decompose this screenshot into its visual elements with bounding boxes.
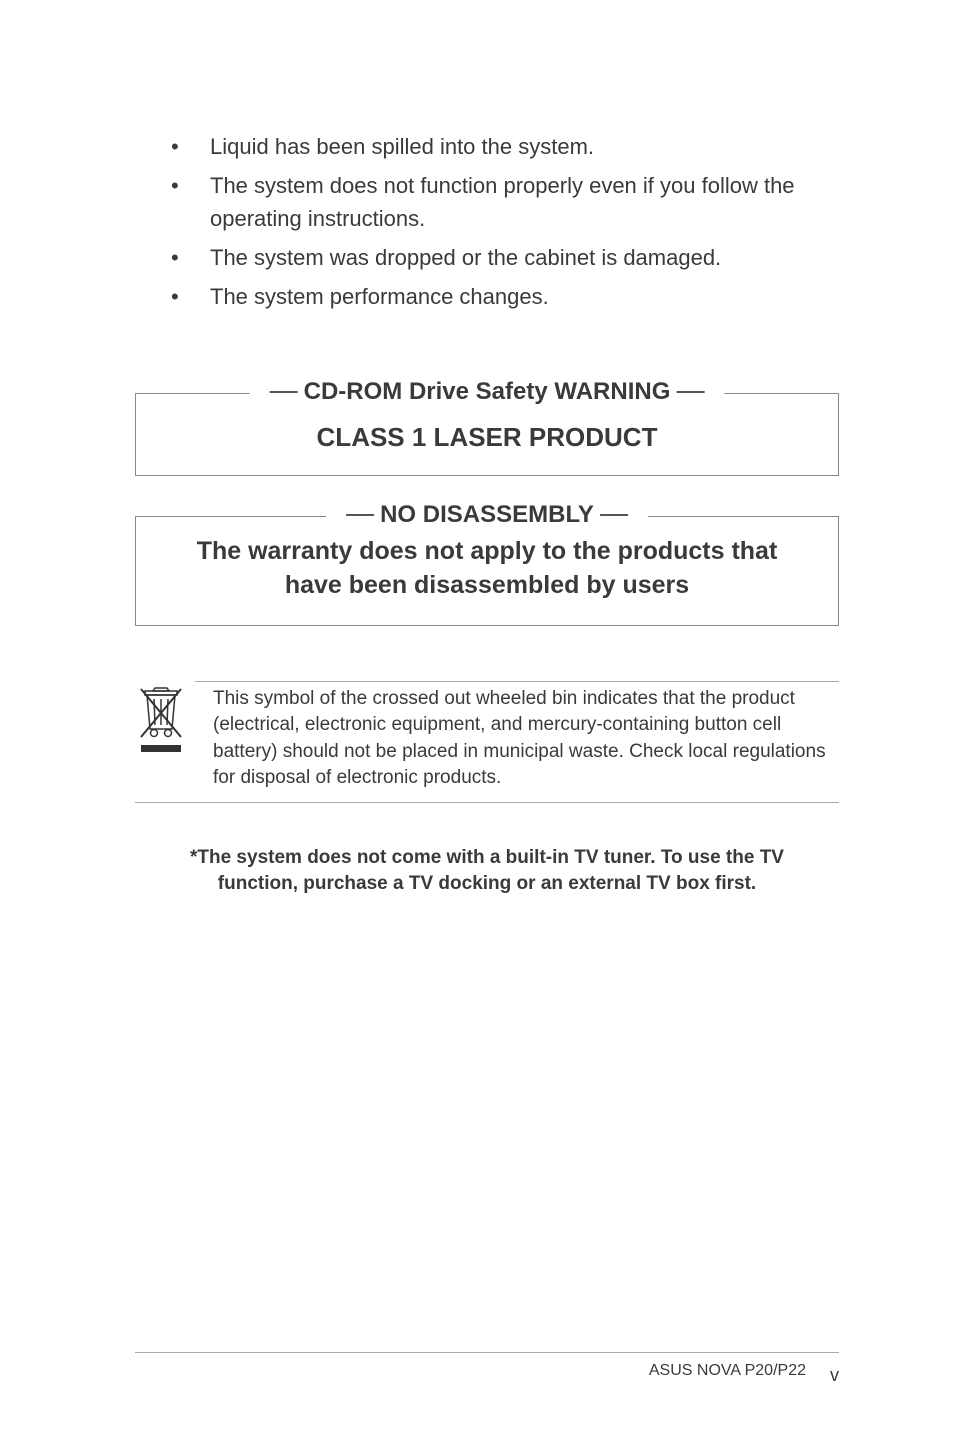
list-item: • The system was dropped or the cabinet …	[165, 241, 839, 274]
bullet-dot: •	[165, 169, 210, 235]
laser-product-title: CLASS 1 LASER PRODUCT	[146, 422, 828, 453]
bullet-text: The system does not function properly ev…	[210, 169, 839, 235]
note-line: function, purchase a TV docking or an ex…	[218, 873, 756, 894]
disassembly-subtext: The warranty does not apply to the produ…	[146, 535, 828, 603]
footer-page-number: v	[830, 1365, 839, 1386]
list-item: • Liquid has been spilled into the syste…	[165, 130, 839, 163]
bullet-text: The system was dropped or the cabinet is…	[210, 241, 839, 274]
legend-text: NO DISASSEMBLY	[380, 501, 594, 529]
bullet-dot: •	[165, 241, 210, 274]
legend-text: CD-ROM Drive Safety WARNING	[304, 378, 671, 406]
list-item: • The system does not function properly …	[165, 169, 839, 235]
bullet-list: • Liquid has been spilled into the syste…	[165, 130, 839, 313]
crossed-bin-icon	[135, 681, 195, 760]
disassembly-warning-box: NO DISASSEMBLY The warranty does not app…	[135, 516, 839, 626]
tv-tuner-note: *The system does not come with a built-i…	[135, 845, 839, 898]
legend-line-icon	[676, 391, 704, 393]
disposal-section: This symbol of the crossed out wheeled b…	[135, 681, 839, 803]
bullet-text: The system performance changes.	[210, 280, 839, 313]
page-footer: ASUS NOVA P20/P22 v	[135, 1352, 839, 1380]
bullet-text: Liquid has been spilled into the system.	[210, 130, 839, 163]
cdrom-warning-legend: CD-ROM Drive Safety WARNING	[250, 378, 725, 406]
bullet-dot: •	[165, 130, 210, 163]
subtext-line: The warranty does not apply to the produ…	[197, 537, 778, 565]
bullet-dot: •	[165, 280, 210, 313]
subtext-line: have been disassembled by users	[285, 571, 689, 599]
disposal-text: This symbol of the crossed out wheeled b…	[195, 681, 839, 792]
disassembly-legend: NO DISASSEMBLY	[326, 501, 648, 529]
list-item: • The system performance changes.	[165, 280, 839, 313]
note-line: *The system does not come with a built-i…	[190, 847, 784, 868]
cdrom-warning-box: CD-ROM Drive Safety WARNING CLASS 1 LASE…	[135, 393, 839, 476]
legend-line-icon	[270, 391, 298, 393]
legend-line-icon	[600, 514, 628, 516]
legend-line-icon	[346, 514, 374, 516]
footer-product: ASUS NOVA P20/P22	[649, 1362, 806, 1380]
